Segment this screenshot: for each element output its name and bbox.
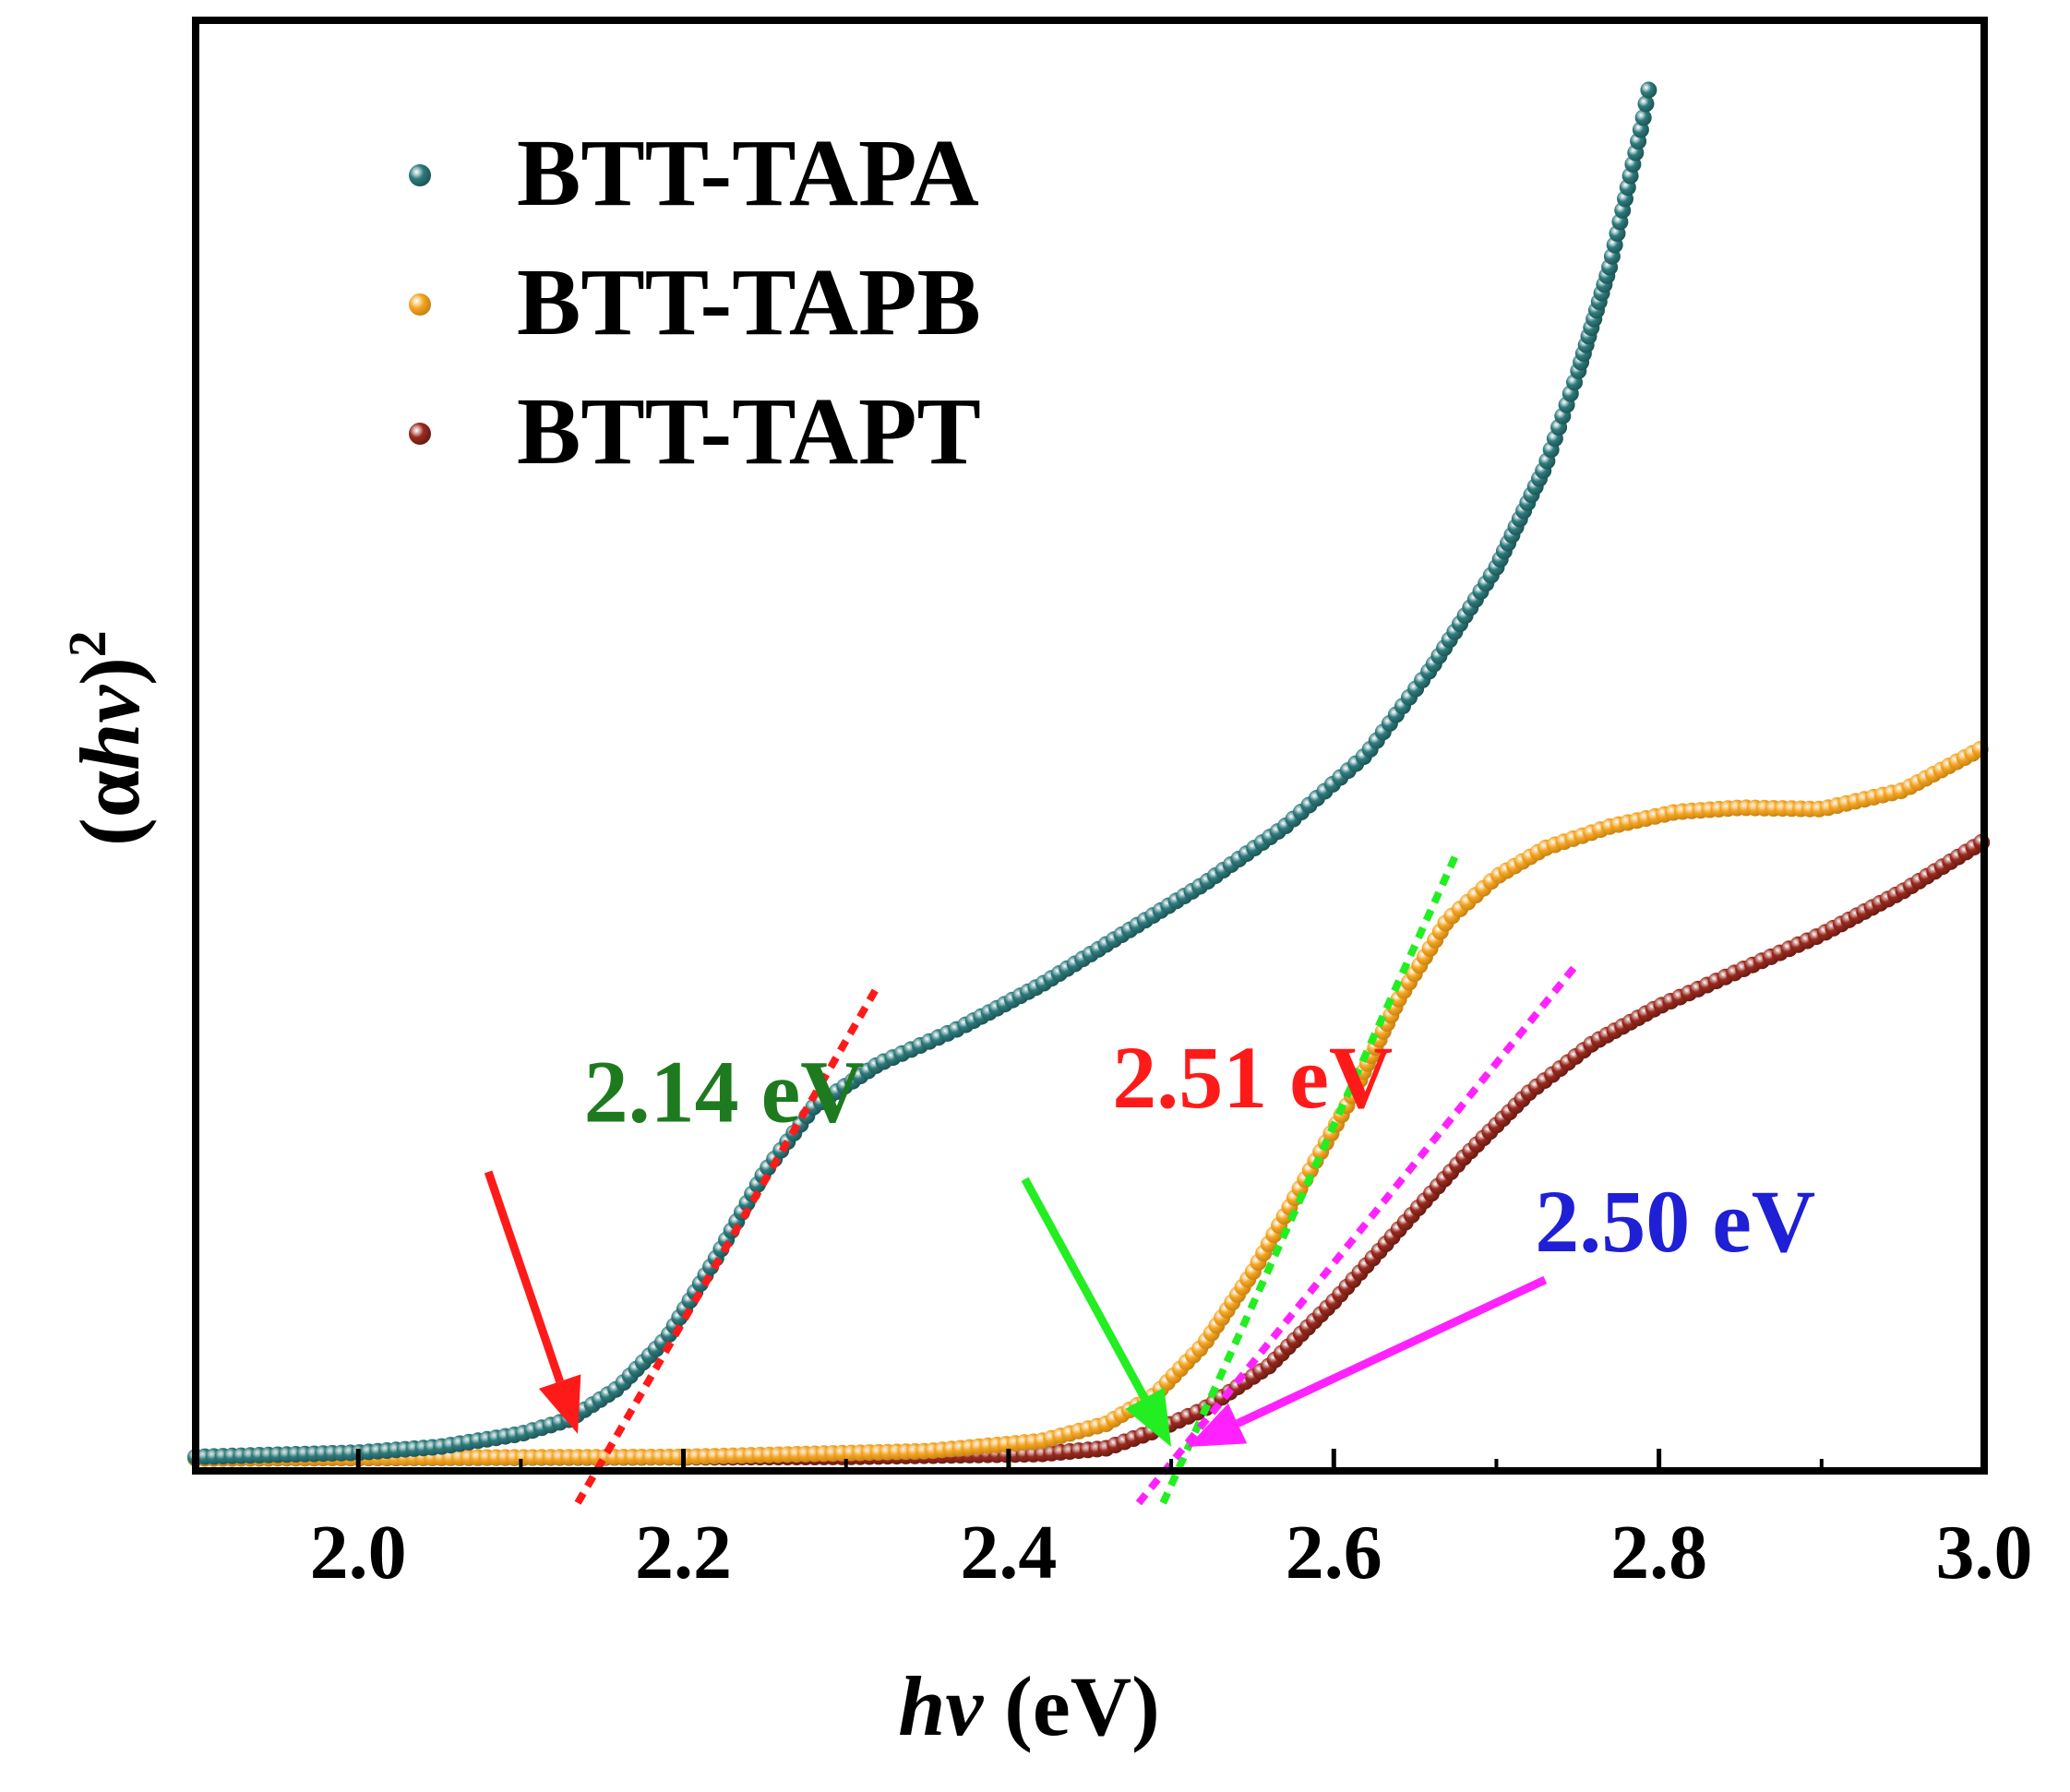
x-axis-title: hv (eV) [898, 1659, 1160, 1753]
annotation-tapt: 2.50 eV [1187, 1172, 1815, 1447]
legend-marker-btt-tapt [409, 423, 431, 445]
arrow-shaft [1021, 1177, 1149, 1401]
x-axis-ticks: 2.0 2.2 2.4 2.6 2.8 3.0 [194, 1449, 2033, 1595]
y-axis-title: (αhv)2 [57, 630, 157, 846]
x-tick-label: 2.8 [1610, 1510, 1707, 1595]
fit-tapb-line [1159, 854, 1460, 1505]
legend: BTT-TAPA BTT-TAPB BTT-TAPT [409, 120, 981, 484]
x-tick-label: 2.2 [635, 1510, 732, 1595]
annotation-tapt-label: 2.50 eV [1535, 1172, 1815, 1271]
x-tick-label: 2.0 [310, 1510, 407, 1595]
arrow-shaft [484, 1170, 564, 1383]
plot-frame [192, 17, 1988, 1475]
annotation-tapa: 2.14 eV [484, 1042, 865, 1434]
series-btt-tapa [187, 81, 1657, 1465]
arrow-head [1187, 1403, 1248, 1447]
x-tick-label: 2.6 [1286, 1510, 1382, 1595]
legend-label-btt-tapb: BTT-TAPB [517, 249, 981, 355]
data-point [1634, 109, 1652, 126]
legend-marker-btt-tapb [409, 293, 431, 316]
arrow-head [1125, 1387, 1172, 1447]
legend-marker-btt-tapa [409, 164, 431, 186]
annotation-tapb-label: 2.51 eV [1112, 1028, 1393, 1127]
plot-area: 2.14 eV 2.51 eV 2.50 eV [187, 81, 1991, 1506]
series-btt-tapb [187, 741, 1989, 1467]
data-point [1637, 95, 1655, 113]
arrow-head [538, 1374, 581, 1434]
data-point [1640, 81, 1657, 99]
legend-label-btt-tapa: BTT-TAPA [517, 120, 979, 226]
legend-label-btt-tapt: BTT-TAPT [517, 378, 981, 484]
annotation-tapa-label: 2.14 eV [584, 1042, 865, 1141]
series-btt-tapt [187, 833, 1991, 1467]
arrow-shaft [1236, 1275, 1548, 1428]
x-tick-label: 2.4 [960, 1510, 1057, 1595]
x-tick-label: 3.0 [1936, 1510, 2033, 1595]
fit-tapa-line [574, 983, 882, 1505]
annotation-tapb: 2.51 eV [1021, 1028, 1393, 1447]
